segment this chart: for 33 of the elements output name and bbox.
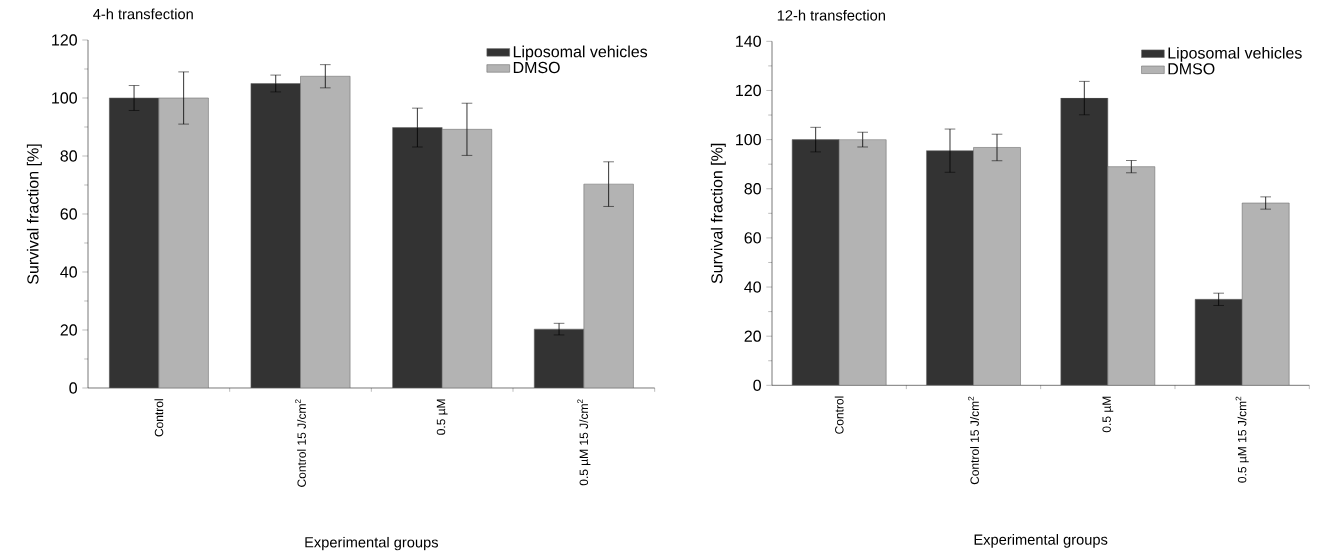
y-tick-label: 100 [52,92,77,104]
y-tick-label: 100 [736,134,761,146]
chart-title: 4-h transfection [93,8,193,20]
y-tick-label: 40 [744,281,761,293]
x-axis-title: Experimental groups [305,536,439,551]
legend-label: DMSO [1168,63,1215,75]
x-tick-label: Control [154,399,164,437]
legend-label: Liposomal vehicles [1168,47,1302,63]
x-tick-label: Control 15 J/cm$^{2}$ [968,396,979,485]
y-tick-label: 140 [736,35,761,48]
y-tick-label: 120 [736,84,761,97]
y-tick-label: 80 [60,150,77,162]
x-tick-label: 0.5 µM [436,399,448,436]
y-tick-label: 0 [69,382,77,394]
x-tick-label: Control 15 J/cm$^{2}$ [295,399,306,488]
chart-title: 12-h transfection [777,10,885,21]
legend-label: Liposomal vehicles [513,45,648,61]
x-tick-label: 0.5 µM 15 J/cm$^{2}$ [1235,396,1249,483]
y-axis-title: Survival fraction [%] [710,143,726,284]
y-tick-label: 60 [60,208,77,220]
y-tick-label: 0 [753,379,761,392]
y-tick-label: 60 [744,232,761,244]
x-tick-label: 0.5 µM 15 J/cm$^{2}$ [577,399,591,486]
x-tick-label: Control [834,396,844,434]
y-tick-label: 120 [52,34,77,46]
legend-label: DMSO [513,62,560,74]
x-axis-title: Experimental groups [974,534,1108,548]
y-axis-title: Survival fraction [%] [26,144,42,285]
y-tick-label: 40 [60,266,77,278]
y-tick-label: 20 [744,330,761,343]
x-tick-label: 0.5 µM [1102,396,1114,433]
y-tick-label: 80 [744,183,761,195]
y-tick-label: 20 [60,324,77,336]
